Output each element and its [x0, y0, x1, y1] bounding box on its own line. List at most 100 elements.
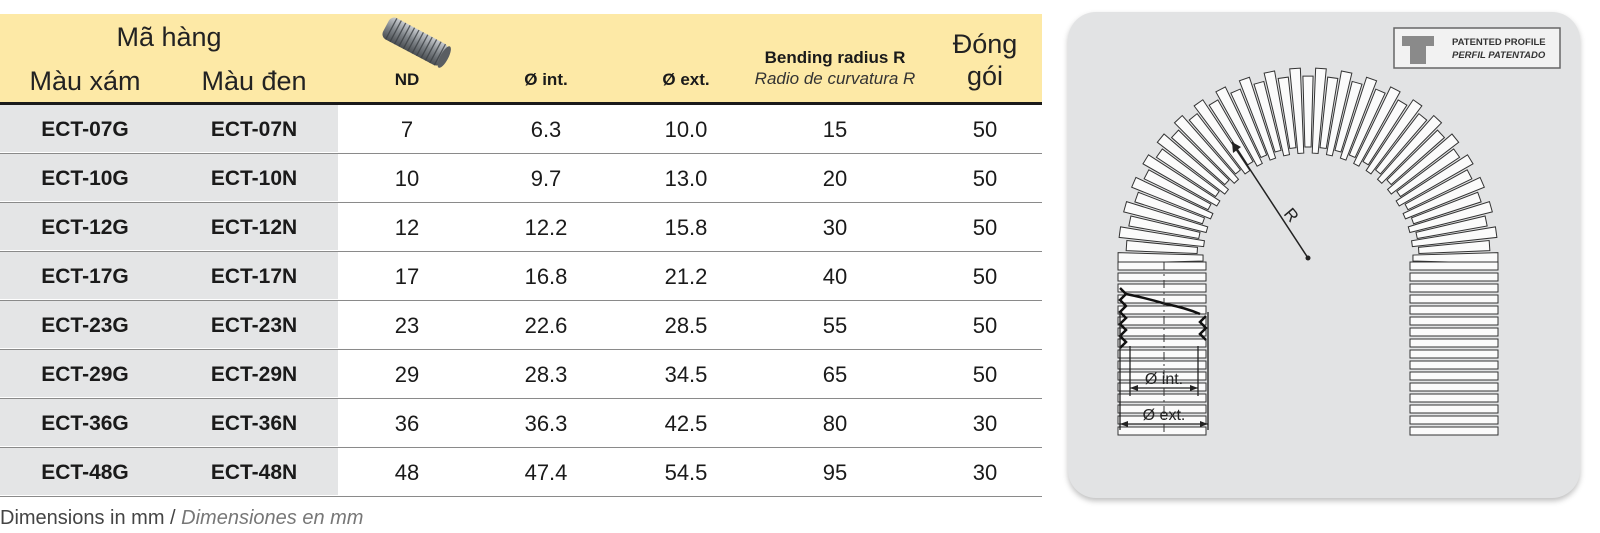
patent-badge: PATENTED PROFILE PERFIL PATENTADO	[1393, 27, 1561, 69]
bending-radius-value: 15	[822, 117, 848, 142]
bending-radius-value: 55	[822, 313, 848, 338]
outer-diameter-value: 34.5	[664, 362, 708, 387]
code-column-bg	[0, 105, 338, 152]
badge-line1: PATENTED PROFILE	[1452, 37, 1546, 48]
code-black: ECT-29N	[210, 363, 298, 386]
code-column-bg	[0, 252, 338, 299]
nd-value: 17	[394, 264, 420, 289]
code-column-bg	[0, 203, 338, 250]
radius-label: R	[1280, 204, 1302, 226]
bending-radius-value: 95	[822, 460, 848, 485]
bending-radius-value: 65	[822, 362, 848, 387]
code-column-bg	[0, 301, 338, 348]
radius-line	[1231, 141, 1309, 259]
header-bending-radius: Bending radius R	[764, 48, 906, 67]
header-packing-line1: Đóng	[952, 29, 1018, 59]
dimensions-note-en: Dimensions in mm /	[0, 507, 182, 529]
nd-value: 36	[394, 411, 420, 436]
outer-diameter-value: 54.5	[664, 460, 708, 485]
code-column-bg	[0, 154, 338, 201]
code-black: ECT-23N	[210, 314, 298, 337]
code-column-bg	[0, 448, 338, 495]
nd-value: 12	[394, 215, 420, 240]
bending-diagram-panel: PATENTED PROFILE PERFIL PATENTADO R Ø in…	[1068, 12, 1580, 498]
nd-value: 23	[394, 313, 420, 338]
header-code-group: Mã hàng	[116, 22, 222, 52]
outer-diameter-label: Ø ext.	[1143, 407, 1186, 424]
code-grey: ECT-36G	[41, 412, 129, 435]
header-outer-diameter: Ø ext.	[662, 70, 710, 89]
inner-diameter-value: 47.4	[524, 460, 568, 485]
nd-value: 29	[394, 362, 420, 387]
code-black: ECT-48N	[210, 461, 298, 484]
code-black: ECT-10N	[210, 167, 298, 190]
table-row: ECT-48G ECT-48N 48 47.4 54.5 95 30	[0, 448, 1042, 497]
outer-diameter-value: 10.0	[664, 117, 708, 142]
outer-diameter-value: 13.0	[664, 166, 708, 191]
header-packing: Đóng gói	[930, 28, 1040, 92]
header-nd: ND	[394, 70, 420, 89]
bending-radius-value: 20	[822, 166, 848, 191]
nd-value: 10	[394, 166, 420, 191]
header-packing-line2: gói	[966, 61, 1004, 91]
bending-diagram: PATENTED PROFILE PERFIL PATENTADO R Ø in…	[1117, 27, 1561, 436]
code-grey: ECT-10G	[41, 167, 129, 190]
conduit-tube-icon	[382, 17, 451, 68]
dimensions-note: Dimensions in mm / Dimensiones en mm	[0, 507, 363, 530]
corrugated-tube-drawing	[1117, 67, 1499, 436]
table-row: ECT-36G ECT-36N 36 36.3 42.5 80 30	[0, 399, 1042, 448]
table-row: ECT-17G ECT-17N 17 16.8 21.2 40 50	[0, 252, 1042, 301]
outer-diameter-value: 42.5	[664, 411, 708, 436]
inner-diameter-value: 22.6	[524, 313, 568, 338]
dimensions-note-es: Dimensiones en mm	[181, 507, 364, 529]
outer-diameter-value: 21.2	[664, 264, 708, 289]
table-row: ECT-07G ECT-07N 7 6.3 10.0 15 50	[0, 105, 1042, 154]
header-grey-color: Màu xám	[29, 66, 141, 96]
inner-diameter-value: 9.7	[530, 166, 562, 191]
inner-diameter-label: Ø int.	[1145, 371, 1183, 388]
table-row: ECT-10G ECT-10N 10 9.7 13.0 20 50	[0, 154, 1042, 203]
bending-radius-value: 40	[822, 264, 848, 289]
code-black: ECT-07N	[210, 118, 298, 141]
packing-value: 50	[972, 362, 998, 387]
packing-value: 30	[972, 411, 998, 436]
table-header: Mã hàng Màu xám Màu đen ND Ø int.	[0, 14, 1042, 105]
code-grey: ECT-12G	[41, 216, 129, 239]
packing-value: 30	[972, 460, 998, 485]
nd-value: 7	[400, 117, 414, 142]
code-black: ECT-17N	[210, 265, 298, 288]
packing-value: 50	[972, 264, 998, 289]
inner-diameter-value: 12.2	[524, 215, 568, 240]
outer-diameter-value: 28.5	[664, 313, 708, 338]
packing-value: 50	[972, 117, 998, 142]
code-grey: ECT-07G	[41, 118, 129, 141]
inner-diameter-value: 28.3	[524, 362, 568, 387]
table-row: ECT-29G ECT-29N 29 28.3 34.5 65 50	[0, 350, 1042, 399]
code-grey: ECT-23G	[41, 314, 129, 337]
header-inner-diameter: Ø int.	[524, 70, 568, 89]
table-row: ECT-23G ECT-23N 23 22.6 28.5 55 50	[0, 301, 1042, 350]
inner-diameter-value: 6.3	[530, 117, 562, 142]
table-body: ECT-07G ECT-07N 7 6.3 10.0 15 50 ECT-10G ECT-10N…	[0, 105, 1042, 497]
code-column-bg	[0, 350, 338, 397]
inner-diameter-value: 36.3	[524, 411, 568, 436]
code-black: ECT-12N	[210, 216, 298, 239]
header-black-color: Màu đen	[201, 66, 307, 96]
bending-radius-value: 30	[822, 215, 848, 240]
center-point	[1305, 255, 1311, 261]
code-grey: ECT-48G	[41, 461, 129, 484]
table-row: ECT-12G ECT-12N 12 12.2 15.8 30 50	[0, 203, 1042, 252]
product-table: Mã hàng Màu xám Màu đen ND Ø int.	[0, 14, 1042, 497]
packing-value: 50	[972, 313, 998, 338]
header-bending-radius-es: Radio de curvatura R	[754, 69, 916, 88]
outer-diameter-value: 15.8	[664, 215, 708, 240]
radius-arrowhead	[1232, 142, 1241, 153]
code-grey: ECT-29G	[41, 363, 129, 386]
bending-radius-value: 80	[822, 411, 848, 436]
nd-value: 48	[394, 460, 420, 485]
badge-line2: PERFIL PATENTADO	[1452, 50, 1546, 61]
packing-value: 50	[972, 215, 998, 240]
code-grey: ECT-17G	[41, 265, 129, 288]
code-black: ECT-36N	[210, 412, 298, 435]
code-column-bg	[0, 399, 338, 446]
